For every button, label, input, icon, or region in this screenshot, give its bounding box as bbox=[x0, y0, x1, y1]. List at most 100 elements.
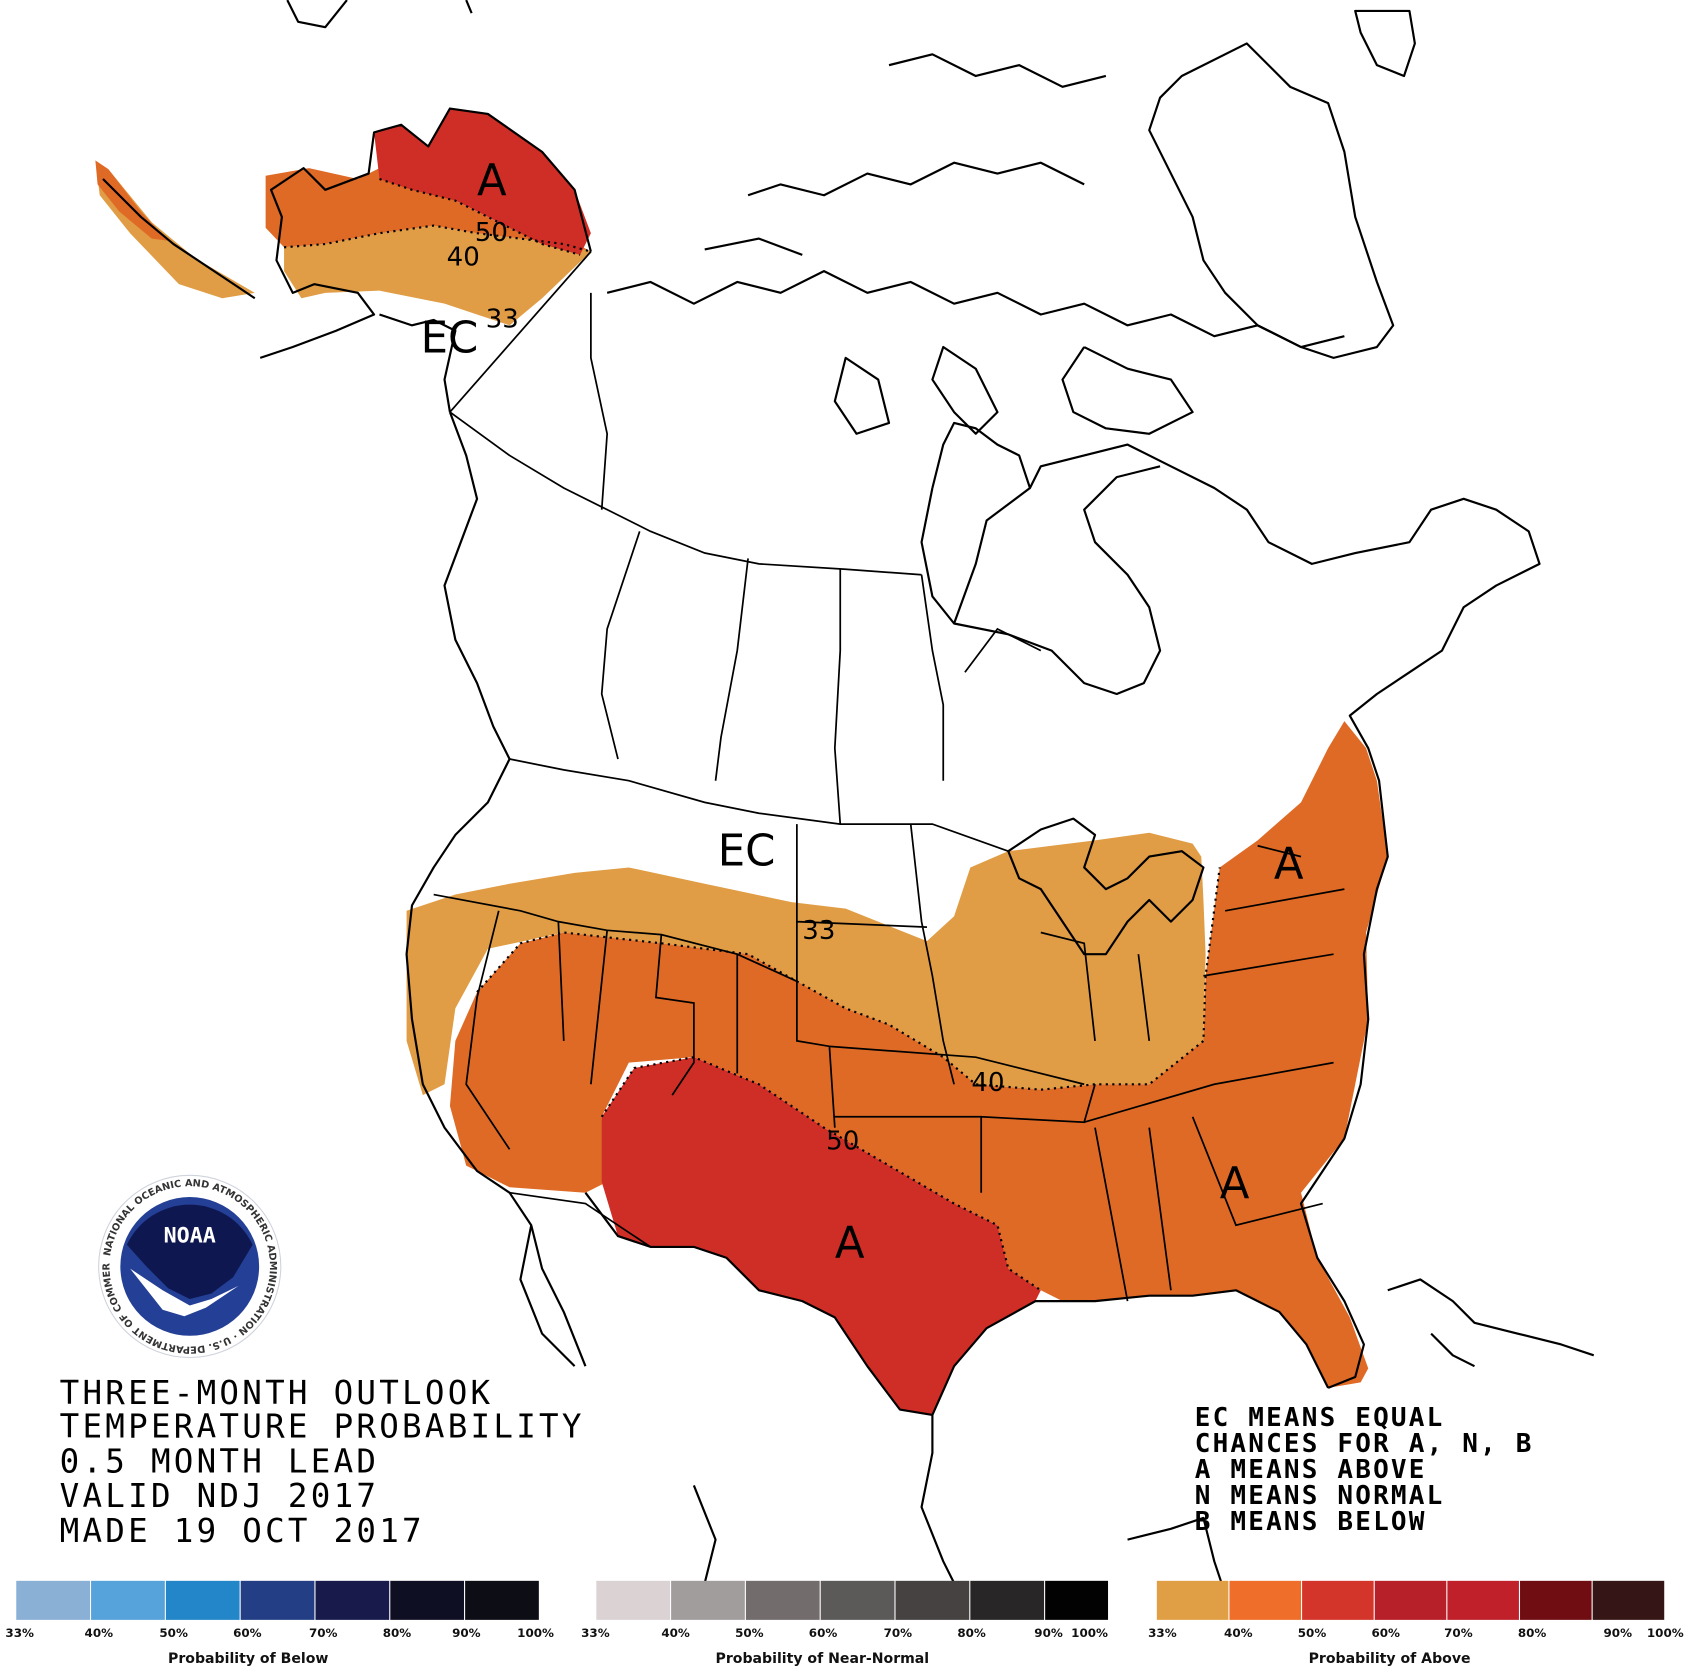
logo-sky bbox=[126, 1204, 253, 1299]
coast-hudson-bay bbox=[920, 465, 1162, 696]
label-alaska-33: 33 bbox=[486, 305, 519, 335]
legend-swatch bbox=[465, 1580, 539, 1620]
label-alaska-40: 40 bbox=[447, 243, 480, 273]
legend-tick: 40% bbox=[1224, 1626, 1253, 1640]
map-labels: A 50 40 33 EC EC 33 40 50 A A A bbox=[421, 156, 1304, 1269]
borders bbox=[433, 251, 1345, 1302]
legend-swatches bbox=[1156, 1580, 1665, 1620]
legend-tick: 70% bbox=[1444, 1626, 1473, 1640]
border-us-canada bbox=[509, 758, 1009, 852]
legend-tick: 100% bbox=[517, 1626, 554, 1640]
legend-tick: 80% bbox=[1518, 1626, 1547, 1640]
legend-tick: 70% bbox=[884, 1626, 913, 1640]
legend-title: Probability of Below bbox=[168, 1651, 328, 1667]
title-block: THREE-MONTH OUTLOOK TEMPERATURE PROBABIL… bbox=[60, 1374, 585, 1550]
legend-swatch bbox=[745, 1580, 820, 1620]
legend-tick: 33% bbox=[581, 1626, 610, 1640]
border-us-states bbox=[433, 823, 1345, 1302]
legend-swatches bbox=[596, 1580, 1109, 1620]
coast-pacific bbox=[405, 411, 587, 1367]
label-southeast-above: A bbox=[1220, 1159, 1250, 1209]
probability-regions bbox=[95, 108, 1388, 1415]
region-alaska-above-50 bbox=[374, 108, 591, 255]
legend-tick: 50% bbox=[735, 1626, 764, 1640]
contour-alaska-40 bbox=[283, 224, 592, 253]
legend-tick: 90% bbox=[452, 1626, 481, 1640]
legend-swatch bbox=[596, 1580, 671, 1620]
label-northeast-above: A bbox=[1274, 839, 1304, 889]
border-alaska-canada bbox=[449, 251, 592, 413]
key-line-5: B MEANS BELOW bbox=[1195, 1507, 1427, 1537]
legend-near-normal: 33% 40% 50% 60% 70% 80% 90% 100% Probabi… bbox=[581, 1580, 1109, 1667]
coast-aleutians bbox=[102, 178, 256, 300]
coast-alaska bbox=[259, 107, 592, 413]
legend-swatch bbox=[1156, 1580, 1229, 1620]
label-texas-above: A bbox=[835, 1219, 865, 1269]
legend-tick: 40% bbox=[85, 1626, 114, 1640]
label-plains-33: 33 bbox=[802, 916, 835, 946]
legend-swatch bbox=[895, 1580, 970, 1620]
logo-gull-icon bbox=[130, 1268, 239, 1317]
coast-great-lakes bbox=[1007, 817, 1205, 956]
legend-swatch bbox=[1374, 1580, 1447, 1620]
label-alaska-ec: EC bbox=[421, 313, 479, 363]
legend-title: Probability of Near-Normal bbox=[716, 1651, 930, 1667]
legend-swatch bbox=[671, 1580, 745, 1620]
region-conus-above-50 bbox=[601, 1057, 1041, 1415]
title-line-2: TEMPERATURE PROBABILITY bbox=[60, 1408, 585, 1446]
coast-yucatan bbox=[1127, 1516, 1227, 1595]
contours bbox=[283, 177, 1221, 1292]
logo-text: NOAA bbox=[164, 1224, 216, 1249]
legend-swatch bbox=[165, 1580, 240, 1620]
key-line-3: A MEANS ABOVE bbox=[1195, 1455, 1427, 1485]
legend-tick: 60% bbox=[233, 1626, 262, 1640]
legend-tick: 100% bbox=[1071, 1626, 1108, 1640]
legend-tick: 100% bbox=[1647, 1626, 1684, 1640]
legend-swatch bbox=[390, 1580, 465, 1620]
label-alaska-above: A bbox=[477, 156, 507, 206]
border-us-mexico bbox=[509, 1191, 760, 1291]
coast-atlantic bbox=[931, 421, 1541, 1389]
legend-tick: 80% bbox=[383, 1626, 412, 1640]
region-conus-above-40 bbox=[449, 721, 1388, 1388]
legend-swatch bbox=[1592, 1580, 1665, 1620]
legend-tick: 40% bbox=[661, 1626, 690, 1640]
legend-below: 33% 40% 50% 60% 70% 80% 90% 100% Probabi… bbox=[5, 1580, 554, 1667]
legend-tick: 50% bbox=[1298, 1626, 1327, 1640]
legend-swatch bbox=[1229, 1580, 1302, 1620]
legend-swatch bbox=[970, 1580, 1045, 1620]
coastlines bbox=[102, 0, 1595, 1595]
label-midwest-40: 40 bbox=[971, 1068, 1004, 1098]
label-alaska-50: 50 bbox=[475, 218, 508, 248]
legend-swatch bbox=[240, 1580, 315, 1620]
coast-siberia bbox=[286, 0, 473, 29]
coast-arctic bbox=[606, 53, 1345, 435]
legend-tick: 60% bbox=[809, 1626, 838, 1640]
key-block: EC MEANS EQUAL CHANCES FOR A, N, B A MEA… bbox=[1195, 1403, 1532, 1537]
legend-swatch bbox=[1447, 1580, 1519, 1620]
coast-gulf bbox=[931, 1289, 1330, 1416]
border-canada-provinces bbox=[449, 292, 1042, 825]
key-line-4: N MEANS NORMAL bbox=[1195, 1481, 1445, 1511]
legend-swatch bbox=[1045, 1580, 1109, 1620]
coast-caribbean bbox=[1387, 1278, 1595, 1368]
legend-swatch bbox=[16, 1580, 90, 1620]
contour-conus-40 bbox=[476, 867, 1221, 1091]
title-line-4: VALID NDJ 2017 bbox=[60, 1477, 380, 1515]
legend-swatch bbox=[820, 1580, 895, 1620]
legend-above: 33% 40% 50% 60% 70% 80% 90% 100% Probabi… bbox=[1148, 1580, 1684, 1667]
region-alaska-above-40 bbox=[265, 168, 591, 252]
label-north-ec: EC bbox=[718, 826, 776, 876]
legend-tick: 70% bbox=[309, 1626, 338, 1640]
legend-tick: 50% bbox=[159, 1626, 188, 1640]
region-aleutians-above bbox=[95, 160, 255, 299]
legend-tick: 33% bbox=[1148, 1626, 1177, 1640]
noaa-logo: NOAA NATIONAL OCEANIC AND ATMOSPHERIC AD… bbox=[98, 1174, 282, 1359]
legend-swatch bbox=[315, 1580, 390, 1620]
contour-alaska-50 bbox=[379, 177, 581, 256]
legend-tick: 90% bbox=[1604, 1626, 1633, 1640]
region-aleutians-above-40 bbox=[95, 160, 169, 241]
label-southwest-50: 50 bbox=[826, 1126, 859, 1156]
contour-conus-50 bbox=[600, 1056, 1042, 1292]
legend-tick: 80% bbox=[957, 1626, 986, 1640]
